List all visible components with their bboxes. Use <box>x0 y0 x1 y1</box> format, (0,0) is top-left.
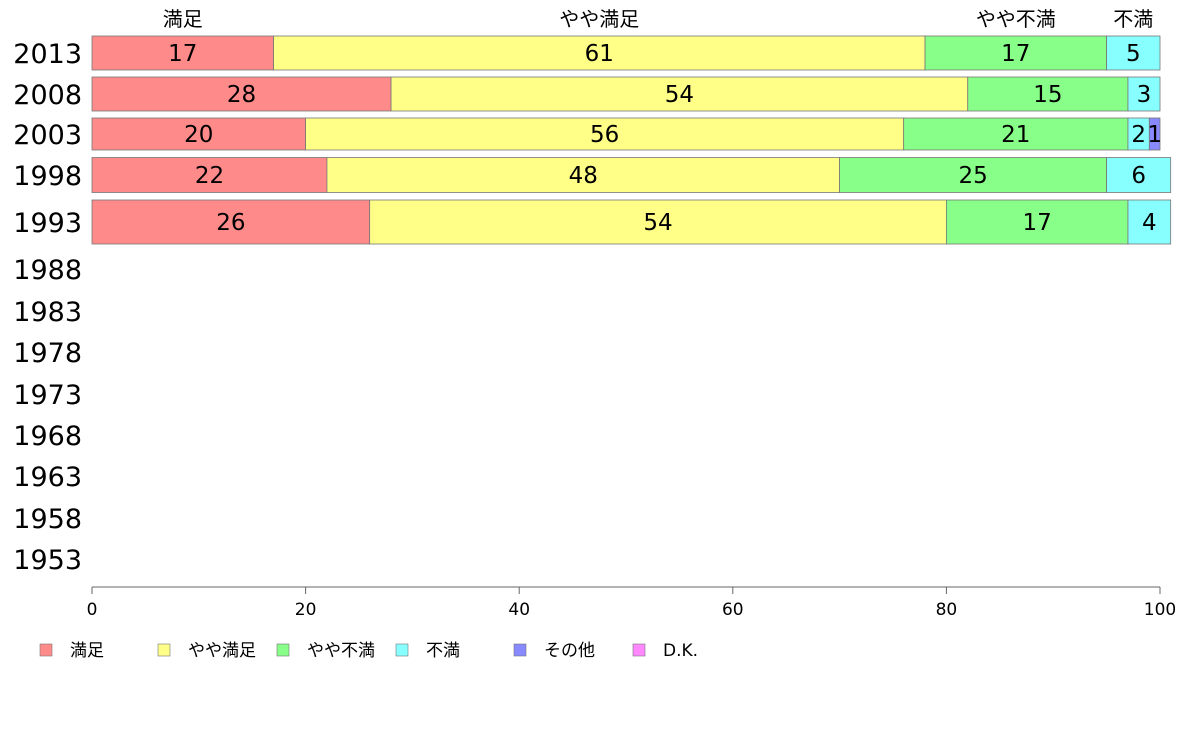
data-label-2013-4: 5 <box>1126 41 1141 67</box>
bar-segment-1993-3 <box>946 199 1129 245</box>
data-label-2003-5: 1 <box>1147 122 1162 148</box>
bar-segment-2008-3 <box>967 76 1129 112</box>
bar-segment-2013-4 <box>1106 35 1161 71</box>
data-label-1998-2: 48 <box>569 163 598 189</box>
legend-swatch-3 <box>276 643 290 657</box>
data-label-1998-1: 22 <box>195 163 224 189</box>
year-axis-labels: 2013 2008 2003 1998 1993 1988 1983 1978 1973 1968… <box>13 39 82 576</box>
x-tick-label-80: 80 <box>936 600 958 620</box>
x-tick-label-20: 20 <box>295 600 317 620</box>
legend-swatch-1 <box>39 643 53 657</box>
bar-segment-2003-2 <box>305 117 905 151</box>
top-label-4: 不満 <box>1113 7 1153 31</box>
year-label-1993: 1993 <box>13 208 82 239</box>
bar-segment-1993-4 <box>1127 199 1172 245</box>
bar-segment-1993-2 <box>369 199 947 245</box>
year-label-1983: 1983 <box>13 297 82 328</box>
legend-label-1: 満足 <box>70 641 104 661</box>
data-label-2013-2: 61 <box>585 41 614 67</box>
top-series-labels: 満足 やや満足 やや不満 不満 <box>163 7 1154 31</box>
data-label-2008-3: 15 <box>1033 82 1062 108</box>
year-label-1958: 1958 <box>13 504 82 535</box>
x-tick-label-40: 40 <box>508 600 530 620</box>
data-label-1998-3: 25 <box>958 163 987 189</box>
data-label-2003-3: 21 <box>1001 122 1030 148</box>
legend-swatch-2 <box>157 643 171 657</box>
x-tick-label-100: 100 <box>1144 600 1176 620</box>
bar-area: 17 61 17 5 28 54 15 3 20 56 21 2 1 22 48 25 6 26 54 17 4 <box>91 35 1172 245</box>
data-label-1993-3: 17 <box>1023 210 1052 236</box>
year-label-2008: 2008 <box>13 80 82 111</box>
legend-label-3: やや不満 <box>307 641 375 661</box>
legend-label-2: やや満足 <box>188 641 256 661</box>
data-label-2008-4: 3 <box>1137 82 1152 108</box>
year-label-1953: 1953 <box>13 545 82 576</box>
data-label-2003-4: 2 <box>1131 122 1146 148</box>
year-label-1968: 1968 <box>13 421 82 452</box>
legend-swatch-4 <box>395 643 409 657</box>
legend-label-5: その他 <box>544 641 595 661</box>
data-label-2013-1: 17 <box>168 41 197 67</box>
year-label-1998: 1998 <box>13 161 82 192</box>
data-label-2008-2: 54 <box>665 82 694 108</box>
legend: 満足 やや満足 やや不満 不満 その他 D.K. <box>39 641 698 661</box>
year-label-1973: 1973 <box>13 380 82 411</box>
data-label-1993-1: 26 <box>216 210 245 236</box>
data-label-1993-4: 4 <box>1142 210 1157 236</box>
legend-swatch-5 <box>513 643 527 657</box>
bar-segment-1998-1 <box>91 157 328 193</box>
x-tick-label-0: 0 <box>87 600 98 620</box>
bar-segment-2013-2 <box>273 35 926 71</box>
top-label-1: 満足 <box>163 7 203 31</box>
data-label-2003-1: 20 <box>184 122 213 148</box>
bar-segment-1993-1 <box>91 199 371 245</box>
legend-label-6: D.K. <box>663 641 698 661</box>
bar-segment-2008-4 <box>1127 76 1161 112</box>
data-label-2003-2: 56 <box>590 122 619 148</box>
year-label-1978: 1978 <box>13 338 82 369</box>
year-label-2003: 2003 <box>13 120 82 151</box>
bar-segment-2008-1 <box>91 76 392 112</box>
bar-segment-2013-3 <box>924 35 1107 71</box>
x-tick-label-60: 60 <box>722 600 744 620</box>
data-label-2008-1: 28 <box>227 82 256 108</box>
bar-segment-2003-1 <box>91 117 307 151</box>
year-label-2013: 2013 <box>13 39 82 70</box>
bar-segment-1998-3 <box>839 157 1107 193</box>
top-label-3: やや不満 <box>976 7 1056 31</box>
bar-segment-1998-4 <box>1106 157 1172 193</box>
bar-segment-2003-5 <box>1148 117 1161 151</box>
legend-swatch-6 <box>632 643 646 657</box>
year-label-1988: 1988 <box>13 255 82 286</box>
bar-segment-2013-1 <box>91 35 274 71</box>
top-label-2: やや満足 <box>559 7 639 31</box>
x-axis: 0 20 40 60 80 100 <box>87 586 1176 620</box>
legend-label-4: 不満 <box>426 641 460 661</box>
data-label-1993-2: 54 <box>643 210 672 236</box>
data-label-1998-4: 6 <box>1131 163 1146 189</box>
bar-segment-2008-2 <box>390 76 969 112</box>
data-label-2013-3: 17 <box>1001 41 1030 67</box>
year-label-1963: 1963 <box>13 462 82 493</box>
